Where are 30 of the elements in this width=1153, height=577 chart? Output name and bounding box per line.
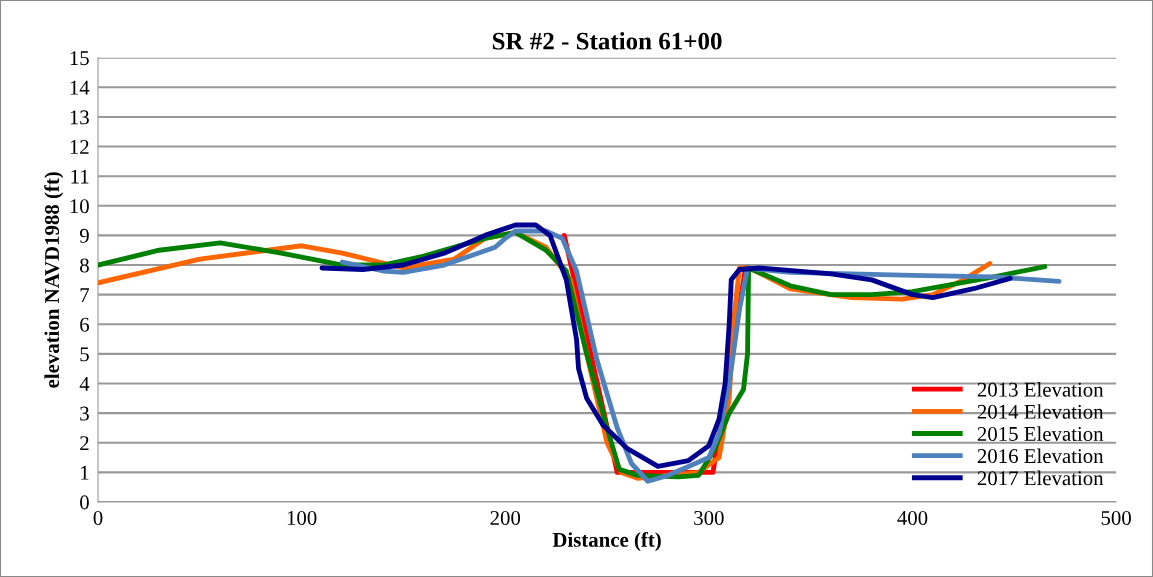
y-tick-label: 11 — [71, 169, 89, 184]
legend-label: 2014 Elevation — [977, 404, 1104, 419]
y-tick-label: 7 — [80, 288, 90, 302]
legend-label: 2016 Elevation — [977, 448, 1104, 464]
x-tick-label: 100 — [287, 510, 317, 525]
x-tick-label: 300 — [694, 510, 724, 525]
y-tick-label: 3 — [80, 406, 89, 421]
y-tick-label: 0 — [80, 495, 89, 510]
y-tick-label: 13 — [70, 110, 89, 125]
y-tick-label: 6 — [80, 317, 90, 332]
y-tick-label: 2 — [80, 436, 89, 450]
y-tick-label: 10 — [70, 199, 89, 214]
y-tick-label: 8 — [80, 258, 89, 273]
legend-label: 2017 Elevation — [977, 470, 1104, 486]
x-tick-label: 200 — [490, 510, 521, 525]
y-tick-label: 4 — [79, 377, 90, 391]
legend-label: 2013 Elevation — [977, 382, 1104, 397]
chart-title: SR #2 - Station 61+00 — [492, 32, 722, 50]
y-tick-label: 12 — [70, 139, 89, 154]
y-tick-label: 1 — [81, 465, 89, 480]
y-tick-label: 15 — [70, 51, 89, 66]
x-tick-label: 0 — [93, 510, 103, 525]
x-tick-label: 400 — [897, 510, 928, 525]
y-tick-label: 5 — [80, 347, 89, 362]
y-tick-label: 14 — [70, 80, 90, 95]
x-tick-label: 500 — [1101, 510, 1131, 525]
x-axis-title: Distance (ft) — [552, 531, 661, 552]
y-axis-title: elevation NAVD1988 (ft) — [44, 172, 64, 388]
y-tick-label: 9 — [79, 228, 89, 243]
legend-label: 2015 Elevation — [977, 426, 1104, 441]
